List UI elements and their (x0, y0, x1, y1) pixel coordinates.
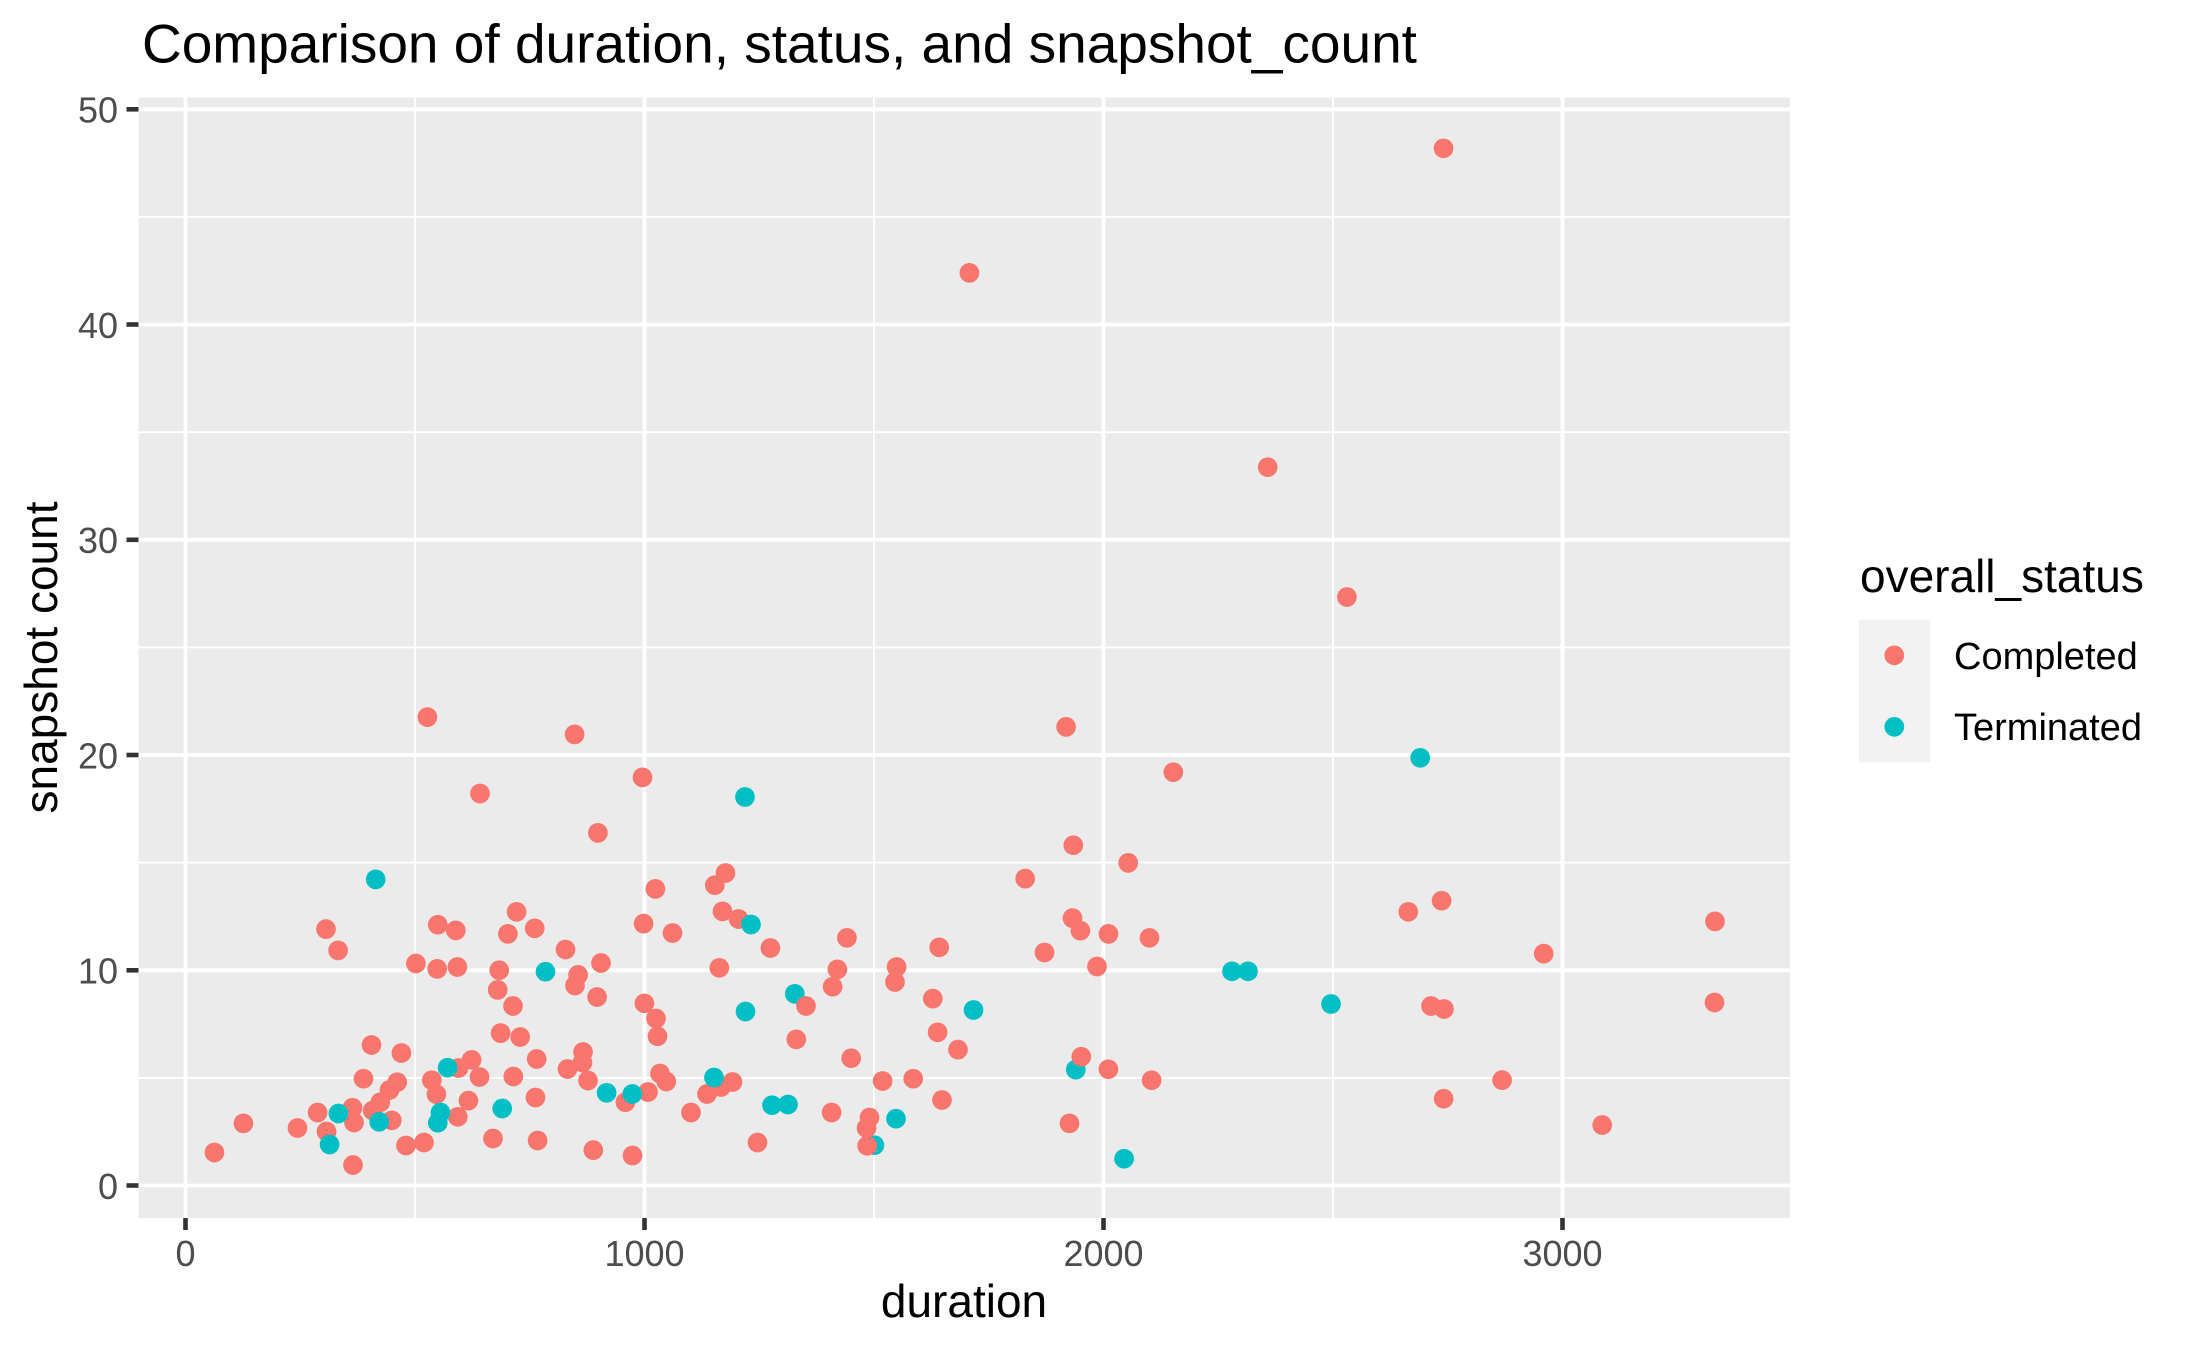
svg-text:3000: 3000 (1522, 1233, 1602, 1274)
svg-text:duration: duration (881, 1275, 1047, 1327)
svg-text:0: 0 (175, 1233, 195, 1274)
svg-text:10: 10 (78, 951, 118, 992)
svg-text:2000: 2000 (1063, 1233, 1143, 1274)
svg-text:40: 40 (78, 305, 118, 346)
svg-text:20: 20 (78, 735, 118, 776)
svg-text:50: 50 (78, 90, 118, 131)
svg-text:0: 0 (98, 1166, 118, 1207)
svg-text:overall_status: overall_status (1860, 550, 2144, 602)
svg-text:30: 30 (78, 520, 118, 561)
svg-text:1000: 1000 (604, 1233, 684, 1274)
svg-text:Completed: Completed (1954, 636, 2138, 678)
svg-text:Terminated: Terminated (1954, 707, 2142, 749)
svg-text:Comparison of duration, status: Comparison of duration, status, and snap… (142, 13, 1417, 75)
svg-text:snapshot count: snapshot count (15, 501, 67, 813)
